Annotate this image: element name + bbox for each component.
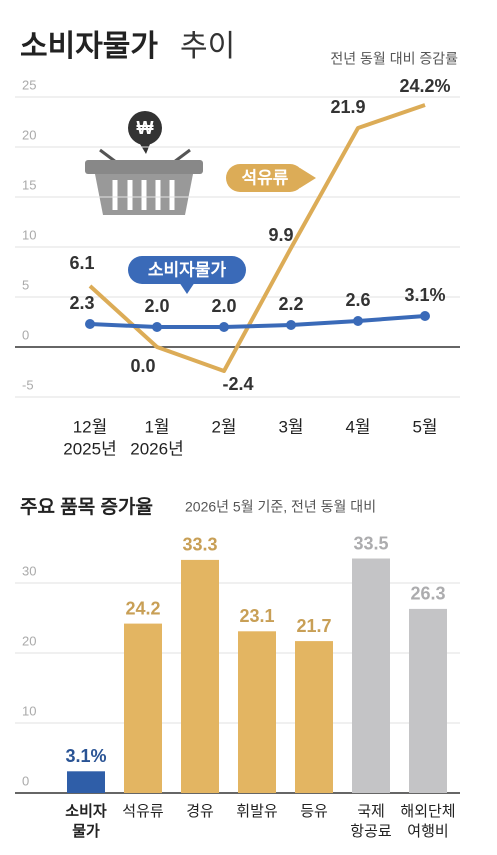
x-tick-label: 등유 [300,803,328,820]
value-label: 2.2 [278,294,303,314]
x-tick-label: 석유류 [122,803,164,820]
x-tick-label: 경유 [186,803,214,820]
value-label: 33.5 [353,533,388,553]
y-tick-label: 20 [22,127,36,142]
x-tick-label: 4월 [345,417,370,436]
value-label: 24.2 [125,598,160,618]
value-label: 2.3 [69,293,94,313]
x-tick-label: 2026년 [130,439,183,458]
bar [67,771,105,793]
x-tick-label: 해외단체 [400,803,455,820]
basket-icon: ₩ [85,111,203,215]
value-label: 9.9 [268,225,293,245]
x-tick-label: 1월 [144,417,169,436]
chart-subtitle: 전년 동월 대비 증감률 [330,51,458,67]
value-label: 21.7 [296,616,331,636]
value-label: -2.4 [222,374,253,394]
value-label: 23.1 [239,606,274,626]
chart-subtitle: 2026년 5월 기준, 전년 동월 대비 [185,499,376,515]
legend-box [226,164,304,192]
y-tick-label: 0 [22,773,29,788]
value-label: 2.0 [211,296,236,316]
y-tick-label: 5 [22,277,29,292]
point [420,311,430,321]
legend-label: 석유류 [242,168,289,187]
y-tick-label: 25 [22,77,36,92]
legend-pointer [300,168,316,188]
point [85,319,95,329]
bar [181,559,219,793]
y-tick-label: 10 [22,227,36,242]
bar [238,631,276,793]
x-tick-label: 여행비 [407,823,448,840]
chart-title: 주요 품목 증가율 [20,496,153,518]
value-label: 2.0 [144,296,169,316]
x-tick-label: 2월 [211,417,236,436]
bar [295,641,333,793]
x-tick-label: 3월 [278,417,303,436]
y-tick-label: 15 [22,177,36,192]
point [219,322,229,332]
legend-label: 소비자물가 [148,260,227,279]
x-tick-label: 12월 [73,417,108,436]
value-label: 2.6 [345,290,370,310]
svg-text:₩: ₩ [137,118,154,138]
x-tick-label: 물가 [72,823,100,840]
legend-pointer [179,282,195,294]
value-label: 21.9 [330,97,365,117]
legend-box [128,256,246,284]
line [88,103,426,373]
x-tick-label: 국제 [357,803,385,820]
bar [409,608,447,793]
chart-title: 소비자물가 [20,30,158,63]
line [89,314,426,329]
x-tick-label: 항공료 [350,823,392,840]
bar [352,558,390,793]
y-tick-label: 30 [22,563,36,578]
y-tick-label: 0 [22,327,29,342]
x-tick-label: 소비자 [65,803,107,820]
value-label: 6.1 [69,253,94,273]
x-tick-label: 2025년 [63,439,116,458]
value-label: 33.3 [182,535,217,555]
value-label: 0.0 [130,356,155,376]
y-tick-label: 20 [22,633,36,648]
x-tick-label: 5월 [412,417,437,436]
value-label: 24.2% [399,76,450,96]
point [353,316,363,326]
value-label: 26.3 [410,584,445,604]
y-tick-label: -5 [22,377,34,392]
point [286,320,296,330]
bar [124,623,162,793]
chart-title-suffix: 추이 [180,30,235,63]
y-tick-label: 10 [22,703,36,718]
value-label: 3.1% [404,285,445,305]
value-label: 3.1% [65,746,106,766]
point [152,322,162,332]
x-tick-label: 휘발유 [236,803,278,820]
